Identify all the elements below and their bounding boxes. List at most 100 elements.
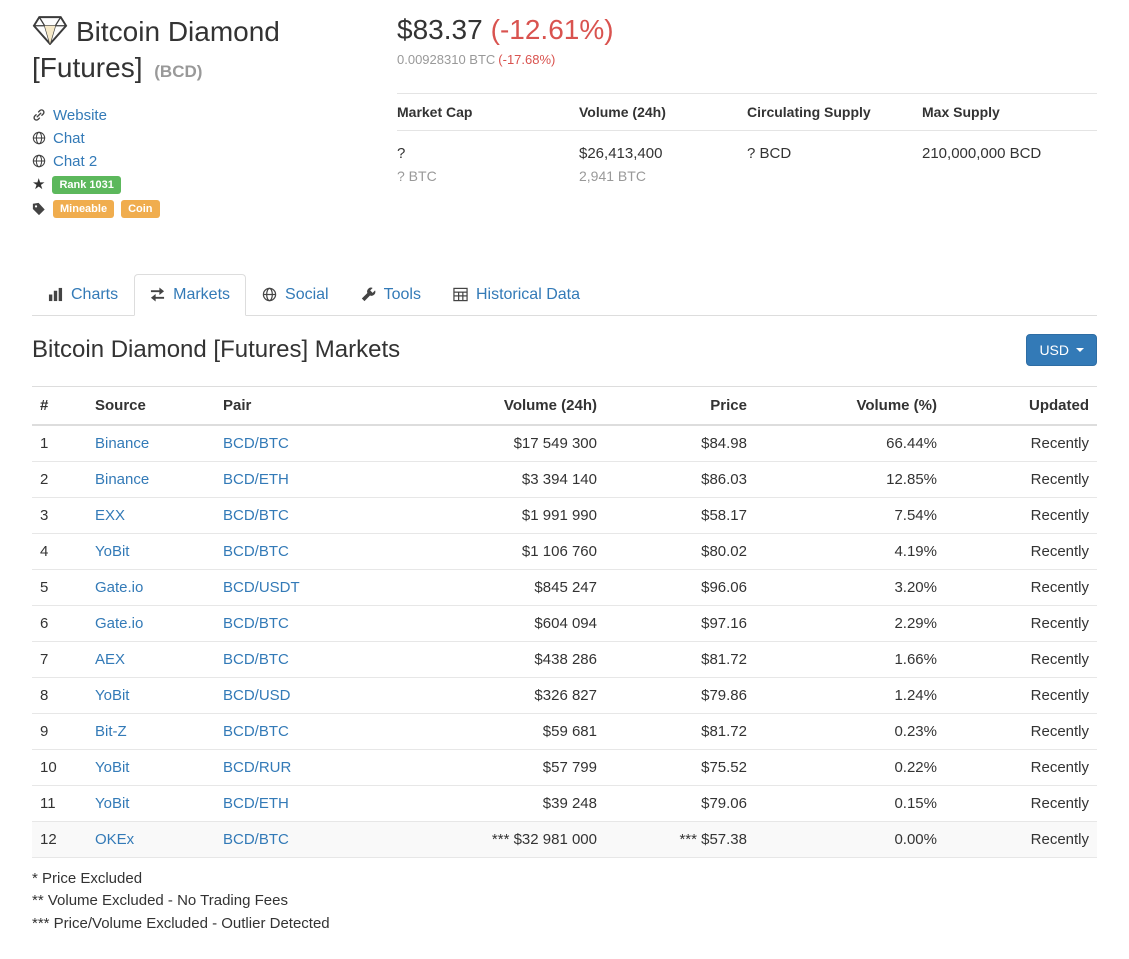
source-link[interactable]: Gate.io [95,578,144,596]
tab-label: Charts [71,285,119,303]
pair-link[interactable]: BCD/BTC [223,650,289,668]
source-link[interactable]: YoBit [95,686,130,704]
source-link[interactable]: YoBit [95,758,130,776]
pair-link[interactable]: BCD/ETH [223,794,289,812]
table-icon [453,287,468,302]
price-cell: *** $57.38 [605,821,755,858]
table-row: 2 Binance BCD/ETH $3 394 140 $86.03 12.8… [32,461,1097,498]
price-cell: $97.16 [605,605,755,642]
markets-title: Bitcoin Diamond [Futures] Markets [32,335,401,363]
stats-header-row: Market Cap Volume (24h) Circulating Supp… [397,93,1097,131]
source-link[interactable]: Binance [95,434,150,452]
updated-cell: Recently [945,461,1097,498]
volume-24h-cell: *** $32 981 000 [395,821,605,858]
updated-cell: Recently [945,533,1097,570]
volume-usd: $26,413,400 [579,145,663,162]
updated-cell: Recently [945,424,1097,462]
stat-circulating-supply: ? BCD [747,145,922,184]
price-cell: $58.17 [605,497,755,534]
coin-price-stats: $83.37 (-12.61%) 0.00928310 BTC (-17.68%) … [397,14,1097,224]
volume-percent-cell: 0.00% [755,821,945,858]
tab-tools[interactable]: Tools [345,274,437,316]
volume-percent-cell: 66.44% [755,424,945,462]
source-link[interactable]: AEX [95,650,126,668]
source-link[interactable]: Binance [95,470,150,488]
price-cell: $79.86 [605,677,755,714]
row-number: 5 [32,569,87,606]
pair-link[interactable]: BCD/BTC [223,614,289,632]
table-row: 5 Gate.io BCD/USDT $845 247 $96.06 3.20%… [32,569,1097,606]
markets-heading-row: Bitcoin Diamond [Futures] Markets USD [32,330,1097,370]
source-link[interactable]: YoBit [95,542,130,560]
website-link-row: Website [32,107,397,124]
volume-24h-cell: $57 799 [395,749,605,786]
pair-link[interactable]: BCD/BTC [223,542,289,560]
header-volume-24h: Volume (24h) [395,386,605,426]
row-number: 7 [32,641,87,678]
volume-percent-cell: 4.19% [755,533,945,570]
source-link[interactable]: OKEx [95,830,135,848]
tab-charts[interactable]: Charts [32,274,134,316]
price-cell: $96.06 [605,569,755,606]
rank-row: ★ Rank 1031 [32,175,397,194]
rank-badge[interactable]: Rank 1031 [52,175,121,194]
updated-cell: Recently [945,497,1097,534]
website-link[interactable]: Website [53,106,107,124]
volume-percent-cell: 7.54% [755,497,945,534]
page-title: Bitcoin Diamond [Futures] (BCD) [32,14,377,87]
row-number: 11 [32,785,87,822]
pair-link[interactable]: BCD/ETH [223,470,289,488]
pair-link[interactable]: BCD/BTC [223,722,289,740]
price-change-percent: (-12.61%) [490,14,614,45]
table-row: 8 YoBit BCD/USD $326 827 $79.86 1.24% Re… [32,677,1097,714]
pair-link[interactable]: BCD/BTC [223,434,289,452]
tab-historical-data[interactable]: Historical Data [437,274,596,316]
volume-percent-cell: 1.66% [755,641,945,678]
price-btc: 0.00928310 BTC [397,52,496,67]
volume-24h-cell: $1 106 760 [395,533,605,570]
tag-badge-mineable[interactable]: Mineable [53,199,115,218]
tab-label: Historical Data [475,285,580,303]
currency-label: USD [1039,341,1069,358]
chat-link[interactable]: Chat [53,129,85,147]
updated-cell: Recently [945,641,1097,678]
price-btc-line: 0.00928310 BTC (-17.68%) [397,52,1097,67]
markets-table-body: 1 Binance BCD/BTC $17 549 300 $84.98 66.… [32,424,1097,858]
volume-24h-cell: $17 549 300 [395,424,605,462]
stat-volume: $26,413,400 2,941 BTC [579,145,747,184]
volume-btc: 2,941 BTC [579,168,646,184]
source-link[interactable]: EXX [95,506,126,524]
tab-label: Social [285,285,329,303]
chat2-link[interactable]: Chat 2 [53,152,98,170]
updated-cell: Recently [945,713,1097,750]
price-cell: $84.98 [605,424,755,462]
table-row: 10 YoBit BCD/RUR $57 799 $75.52 0.22% Re… [32,749,1097,786]
price-btc-change-percent: (-17.68%) [498,52,556,67]
row-number: 12 [32,821,87,858]
tag-badge-coin[interactable]: Coin [121,199,160,218]
source-link[interactable]: Bit-Z [95,722,127,740]
source-link[interactable]: Gate.io [95,614,144,632]
pair-link[interactable]: BCD/BTC [223,830,289,848]
stat-header-market-cap: Market Cap [397,104,473,120]
section-tabs: Charts Markets Social Tools Historical D… [32,273,1097,316]
coin-name: Bitcoin Diamond [Futures] [32,16,280,84]
row-number: 3 [32,497,87,534]
source-link[interactable]: YoBit [95,794,130,812]
tab-social[interactable]: Social [246,274,345,316]
star-icon: ★ [32,176,46,194]
pair-link[interactable]: BCD/USD [223,686,291,704]
header-price: Price [605,386,755,426]
stat-max-supply: 210,000,000 BCD [922,145,1097,184]
row-number: 10 [32,749,87,786]
stat-header-circulating-supply: Circulating Supply [747,104,871,120]
header-volume-percent: Volume (%) [755,386,945,426]
volume-24h-cell: $39 248 [395,785,605,822]
price-cell: $81.72 [605,713,755,750]
tab-markets[interactable]: Markets [134,273,247,316]
pair-link[interactable]: BCD/BTC [223,506,289,524]
currency-dropdown-button[interactable]: USD [1026,333,1097,366]
pair-link[interactable]: BCD/USDT [223,578,300,596]
exchange-icon [150,287,165,302]
pair-link[interactable]: BCD/RUR [223,758,292,776]
